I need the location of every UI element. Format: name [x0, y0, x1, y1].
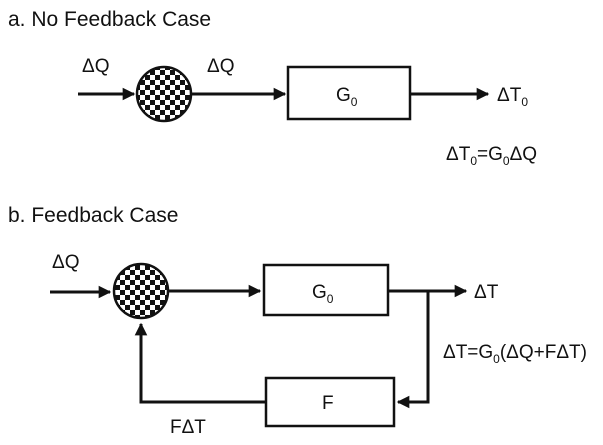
- panel-a-equation: ΔT0=G0ΔQ: [446, 144, 537, 168]
- panel-b-feedback-return-arrow: [134, 322, 266, 404]
- panel-b-output-label: ΔT: [474, 282, 499, 303]
- panel-a-summing-junction: [135, 65, 193, 123]
- panel-feedback: b. Feedback Case ΔQ G0 ΔT ΔT=G0(ΔQ+FΔT) …: [8, 204, 587, 438]
- panel-a-mid-label: ΔQ: [207, 56, 234, 77]
- panel-no-feedback: a. No Feedback Case ΔQ ΔQ G0 ΔT0 ΔT0=G0Δ…: [8, 8, 537, 168]
- panel-b-g0-label: G0: [312, 282, 334, 306]
- panel-a-input-label: ΔQ: [82, 56, 109, 77]
- panel-b-feedback-label: FΔT: [170, 417, 206, 438]
- panel-b-g0-block: [262, 263, 390, 317]
- panel-b-summing-junction: [112, 262, 170, 320]
- panel-b-title: b. Feedback Case: [8, 204, 178, 227]
- panel-b-feedback-down-arrow: [396, 291, 430, 409]
- panel-b-equation: ΔT=G0(ΔQ+FΔT): [443, 342, 587, 366]
- panel-a-g0-label: G0: [336, 85, 358, 109]
- panel-a-output-label: ΔT0: [497, 85, 528, 109]
- panel-b-input-label: ΔQ: [52, 252, 79, 273]
- panel-b-f-label: F: [322, 393, 334, 414]
- panel-a-title: a. No Feedback Case: [8, 8, 211, 31]
